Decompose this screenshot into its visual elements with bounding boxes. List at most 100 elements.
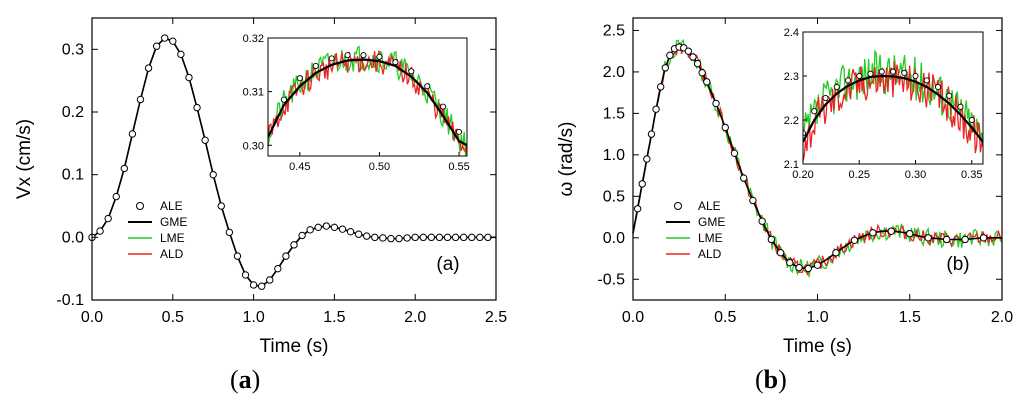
inset-plot [268, 45, 467, 156]
inset-ale-marker [296, 75, 303, 82]
caption-close-paren: ) [251, 365, 261, 394]
inset-ale-marker [844, 77, 852, 84]
ale-marker [887, 227, 895, 235]
ale-marker [703, 78, 711, 86]
inset-ale-marker [901, 69, 908, 76]
legend-label-ale: ALE [160, 199, 183, 213]
ale-marker [684, 47, 693, 55]
inset-ale-marker [440, 103, 447, 110]
inset-ale-marker [878, 68, 885, 75]
ale-marker [689, 53, 697, 61]
inset: 0.45 0.50 0.55 0.30 0.31 0.32 [243, 33, 470, 173]
ale-marker [363, 232, 371, 240]
legend-marker-ale [674, 202, 682, 210]
inset-ale-marker [968, 116, 975, 124]
inset-ale-marker [344, 52, 351, 59]
inset-ale-marker [312, 62, 319, 69]
ale-marker [476, 233, 484, 242]
ale-marker [786, 258, 794, 267]
ale-marker [395, 234, 403, 243]
panel-label: (a) [436, 254, 459, 275]
x-tick-label: 1.5 [899, 309, 921, 326]
ale-marker [767, 235, 776, 244]
ale-marker [693, 59, 702, 68]
x-tick-label: 2.0 [404, 309, 426, 326]
figure-caption-a: (a) [230, 365, 260, 395]
ale-marker [638, 180, 646, 188]
caption-open-paren: ( [230, 365, 239, 394]
ale-marker [136, 95, 145, 104]
ale-marker [666, 51, 674, 60]
inset-ale-marker [392, 59, 399, 66]
ale-marker [379, 234, 387, 242]
inset-ale-marker [957, 103, 964, 110]
ale-marker [96, 227, 104, 235]
ale-marker [721, 123, 729, 132]
x-tick-label: 0.5 [714, 309, 736, 326]
ale-marker [647, 130, 656, 138]
inset-plot [803, 49, 983, 162]
inset-frame [267, 37, 468, 157]
inset-ale-marker [408, 68, 415, 75]
ale-marker [411, 233, 419, 242]
ale-marker [924, 234, 932, 242]
y-tick-label: 0.5 [603, 188, 625, 205]
ale-marker [233, 252, 242, 260]
ale-marker [112, 192, 120, 201]
ale-marker [468, 233, 476, 242]
ale-marker [850, 236, 859, 244]
y-tick-label: 0.0 [603, 230, 625, 247]
inset-y-tick-label: 2.1 [784, 159, 799, 171]
x-tick-label: 1.5 [323, 309, 345, 326]
plot-frame [91, 17, 497, 301]
y-axis-label: ω (rad/s) [556, 121, 577, 196]
ale-marker [120, 164, 129, 173]
ale-marker [942, 235, 951, 244]
ale-marker [266, 276, 274, 284]
ale-marker [387, 234, 395, 243]
ale-marker [832, 249, 840, 257]
inset: 0.20 0.25 0.30 0.35 2.1 2.2 2.3 2.4 [784, 27, 984, 181]
ale-marker [795, 263, 803, 272]
ale-marker [643, 155, 651, 163]
series-line-gme [91, 37, 496, 288]
ale-marker [354, 230, 363, 238]
x-tick-label: 0.5 [162, 309, 184, 326]
ale-marker [652, 105, 660, 113]
inset-ale-marker [376, 53, 383, 60]
inset-line-gme [268, 58, 467, 147]
ale-marker [282, 252, 290, 260]
x-tick-label: 1.0 [242, 309, 264, 326]
inset-ale-marker [455, 128, 463, 135]
ale-marker [749, 196, 757, 205]
ale-marker [451, 233, 460, 242]
inset-y-tick-label: 0.30 [243, 140, 264, 152]
ale-marker [346, 227, 355, 236]
ale-marker [813, 261, 822, 269]
inset-x-tick-label: 0.20 [792, 169, 813, 181]
x-tick-label: 2.5 [485, 309, 507, 326]
y-tick-label: 2.5 [603, 22, 625, 39]
ale-marker [435, 233, 444, 242]
inset-ale-marker [912, 72, 919, 80]
ale-marker [776, 249, 785, 257]
ale-marker [338, 225, 347, 233]
ale-marker [152, 42, 161, 50]
legend-marker-ale [136, 202, 144, 210]
inset-frame [802, 31, 984, 165]
inset-ale-marker [833, 83, 840, 91]
ale-marker [330, 223, 339, 232]
x-tick-label: 1.0 [806, 309, 828, 326]
inset-x-tick-label: 0.45 [289, 161, 310, 173]
ale-marker [177, 50, 185, 59]
ale-marker [298, 231, 306, 240]
ale-marker [443, 233, 452, 242]
inset-y-tick-label: 2.3 [784, 71, 799, 83]
ale-marker [979, 234, 988, 242]
ale-marker [128, 130, 137, 138]
ale-marker [225, 228, 234, 237]
ale-marker [290, 241, 298, 249]
y-tick-label: 1.0 [603, 147, 625, 164]
x-tick-label: 2.0 [991, 309, 1013, 326]
